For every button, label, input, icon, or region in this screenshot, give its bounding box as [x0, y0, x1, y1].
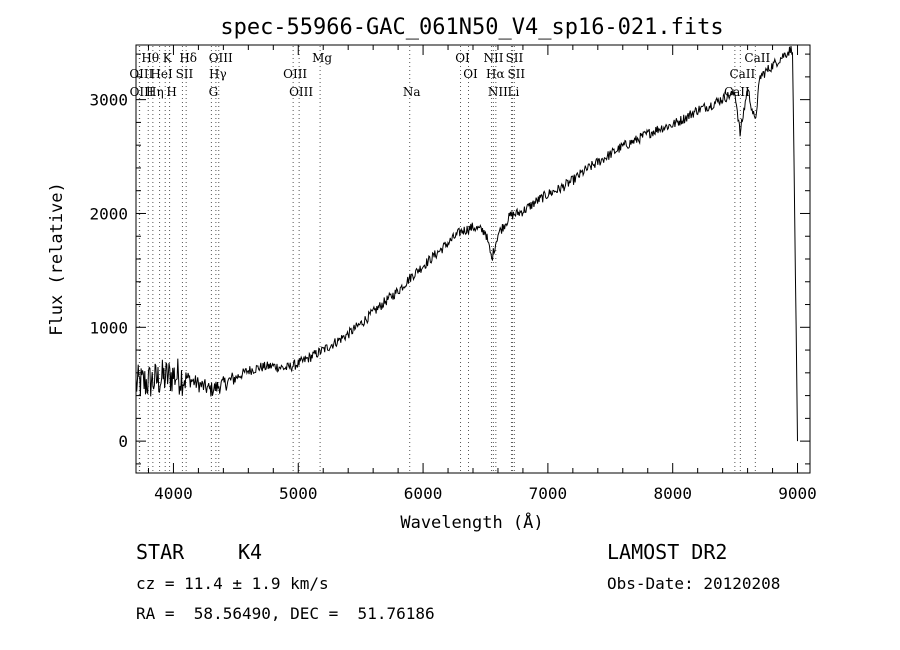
spectrum-series	[135, 45, 798, 442]
x-tick-label: 6000	[404, 484, 443, 503]
spectral-subclass: K4	[238, 540, 263, 564]
spectral-line-label: Hγ	[209, 67, 227, 81]
object-class: STAR	[136, 540, 185, 564]
spectral-line-label: OI	[463, 67, 478, 81]
observation-date: Obs-Date: 20120208	[607, 574, 781, 593]
spectral-line-label: Hη	[146, 85, 164, 99]
spectral-line-label: K	[163, 51, 173, 65]
x-tick-label: 7000	[529, 484, 568, 503]
spectral-line-label: OI	[455, 51, 470, 65]
spectral-line-label: Li	[508, 85, 520, 99]
spectral-line-label: G	[209, 85, 219, 99]
spectral-line-label: OIII	[209, 51, 233, 65]
spectral-line-label: CaII	[744, 51, 770, 65]
x-tick-label: 4000	[154, 484, 193, 503]
spectral-line-label: OIII	[129, 67, 153, 81]
spectral-line-label: H	[166, 85, 176, 99]
spectral-line-label: CaII	[729, 67, 755, 81]
spectral-line-label: Na	[403, 85, 421, 99]
survey-name: LAMOST DR2	[607, 540, 728, 564]
spectral-line-label: NII	[483, 51, 503, 65]
sky-coordinates: RA = 58.56490, DEC = 51.76186	[136, 604, 435, 623]
x-tick-label: 8000	[653, 484, 692, 503]
y-tick-label: 0	[118, 432, 128, 451]
y-tick-label: 1000	[89, 318, 128, 337]
spectral-line-label: OIII	[283, 67, 307, 81]
x-axis-label: Wavelength (Å)	[400, 511, 543, 533]
spectral-line-label: NII	[488, 85, 508, 99]
y-axis-ticks: 0 1000 2000 3000	[89, 53, 810, 465]
spectral-line-label: SII	[507, 67, 525, 81]
spectrum-line	[135, 45, 798, 442]
spectral-line-label: Hα	[486, 67, 505, 81]
y-tick-label: 2000	[89, 204, 128, 223]
spectral-line-markers	[138, 46, 756, 472]
spectral-line-label: Hθ	[141, 51, 159, 65]
x-axis-ticks: 4000 5000 6000 7000 8000 9000	[147, 45, 817, 503]
spectral-line-label: OIII	[130, 85, 154, 99]
redshift-value: cz = 11.4 ± 1.9 km/s	[136, 574, 329, 593]
spectral-line-label: HeI	[150, 67, 173, 81]
chart-title: spec-55966-GAC_061N50_V4_sp16-021.fits	[220, 15, 723, 40]
x-tick-label: 5000	[279, 484, 318, 503]
spectral-line-label: Hδ	[179, 51, 197, 65]
spectral-line-label: Mg	[312, 51, 332, 65]
spectral-line-label: OIII	[289, 85, 313, 99]
spectral-line-label: SII	[176, 67, 194, 81]
x-tick-label: 9000	[778, 484, 817, 503]
spectral-line-label: SII	[506, 51, 524, 65]
y-tick-label: 3000	[89, 91, 128, 110]
y-axis-label: Flux (relative)	[47, 182, 67, 336]
